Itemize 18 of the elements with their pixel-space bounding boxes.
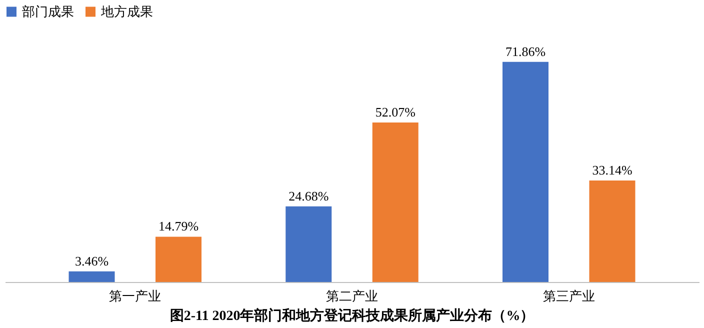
bar — [502, 62, 548, 282]
bar — [156, 236, 202, 282]
bar — [372, 122, 418, 282]
data-label: 33.14% — [592, 162, 632, 178]
x-tick-label: 第三产业 — [542, 288, 595, 304]
bar — [589, 180, 636, 282]
bar — [68, 271, 115, 282]
data-label: 52.07% — [375, 104, 416, 120]
x-tick-label: 第一产业 — [109, 288, 162, 304]
legend-label: 部门成果 — [22, 4, 74, 19]
bar — [286, 206, 332, 282]
legend-label: 地方成果 — [100, 4, 153, 19]
text: 图2-11 2020年部门和地方登记科技成果所属产业分布（%） — [170, 307, 534, 324]
data-label: 3.46% — [74, 253, 109, 268]
data-label: 71.86% — [505, 44, 546, 59]
x-tick-label: 第二产业 — [326, 288, 378, 304]
data-label: 14.79% — [158, 218, 199, 234]
data-label: 24.68% — [288, 188, 329, 204]
